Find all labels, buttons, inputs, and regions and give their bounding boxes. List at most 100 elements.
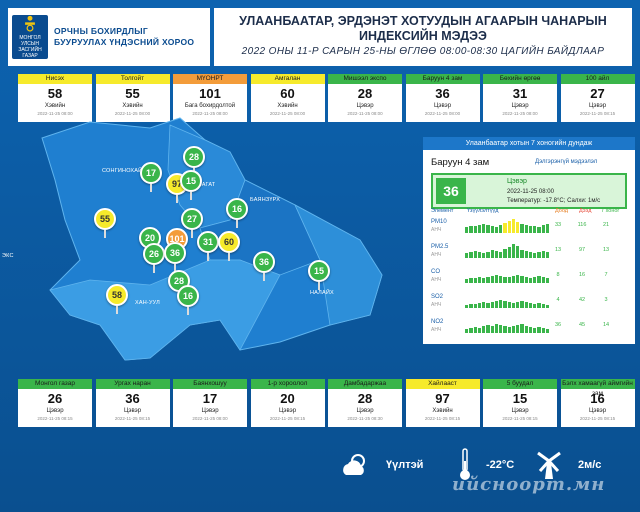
pin-aqi-value: 31 bbox=[197, 231, 219, 253]
district-label-bayanzurkh: БАЯНЗҮРХ bbox=[250, 197, 281, 203]
station-aqi-level: Цэвэр bbox=[588, 408, 607, 414]
station-aqi-level: Цэвэр bbox=[356, 408, 374, 414]
pin-aqi-value: 36 bbox=[164, 242, 186, 264]
map-station-pin[interactable]: 60 bbox=[218, 231, 240, 261]
pollutant-min: 4 bbox=[556, 297, 560, 303]
top-station-card[interactable]: Мишээл экспо 28 Цэвэр 2022-11-25 08:00 bbox=[328, 74, 402, 122]
station-aqi-value: 17 bbox=[202, 391, 218, 406]
map-station-pin[interactable]: 16 bbox=[226, 198, 248, 228]
pollutant-row: PM2.5 АНЧ 13 97 13 bbox=[431, 242, 627, 264]
map-station-pin[interactable]: 26 bbox=[143, 243, 165, 273]
pollutant-bar bbox=[486, 325, 490, 333]
map-station-pin[interactable]: 31 bbox=[197, 231, 219, 261]
thermometer-icon bbox=[460, 448, 470, 480]
map-station-pin[interactable]: 15 bbox=[180, 170, 202, 200]
pollutant-bar bbox=[533, 253, 537, 258]
pollutant-name: PM10 bbox=[431, 219, 447, 225]
map-station-pin[interactable]: 28 bbox=[183, 146, 205, 176]
map-station-pin[interactable]: 36 bbox=[253, 251, 275, 281]
bottom-station-card[interactable]: Баянхошуу 17 Цэвэр 2022-11-25 08:00 bbox=[173, 379, 247, 427]
pollutant-row: NO2 АНЧ 36 45 14 bbox=[431, 317, 627, 339]
pollutant-bar bbox=[516, 325, 520, 333]
map-station-pin[interactable]: 15 bbox=[308, 260, 330, 290]
pollutant-bar bbox=[511, 244, 515, 258]
pollutant-bar bbox=[541, 328, 545, 333]
bottom-station-card[interactable]: Бэлх хамаагүй аймгийн зам 16 Цэвэр 2022-11-… bbox=[560, 379, 635, 427]
station-name: Бэлх хамаагүй аймгийн зам bbox=[560, 379, 635, 397]
title-block: УЛААНБААТАР, ЭРДЭНЭТ ХОТУУДЫН АГААРЫН ЧА… bbox=[214, 8, 632, 66]
pin-aqi-value: 15 bbox=[180, 170, 202, 192]
pin-aqi-value: 36 bbox=[253, 251, 275, 273]
top-station-card[interactable]: Баруун 4 зам 36 Цэвэр 2022-11-25 08:00 bbox=[405, 74, 480, 122]
station-name: Хайлааст bbox=[405, 379, 480, 389]
station-name: Ургах наран bbox=[95, 379, 170, 389]
map-station-pin[interactable]: 36 bbox=[164, 242, 186, 272]
station-name: Амгалан bbox=[250, 74, 325, 84]
station-timestamp: 2022-11-25 08:00 bbox=[502, 111, 538, 116]
pollutant-avg: 13 bbox=[602, 247, 610, 253]
weather-condition: Үүлтэй bbox=[386, 459, 424, 471]
pollutant-bar bbox=[482, 278, 486, 283]
top-station-card[interactable]: Толгойт 55 Хэвийн 2022-11-25 08:00 bbox=[95, 74, 170, 122]
col-chart: Үзүүлэлтүүд bbox=[467, 208, 499, 214]
station-name: Бөхийн өргөө bbox=[483, 74, 557, 84]
pollutant-bar bbox=[524, 326, 528, 333]
wind-value: 2м/с bbox=[578, 459, 602, 471]
pollutant-bar bbox=[477, 225, 481, 233]
station-aqi-level: Цэвэр bbox=[433, 103, 452, 109]
pollutant-bar bbox=[545, 305, 549, 308]
top-station-card[interactable]: Нисэх 58 Хэвийн 2022-11-25 08:00 bbox=[18, 74, 92, 122]
pollutant-bar bbox=[486, 225, 490, 233]
top-station-card[interactable]: 100 айл 27 Цэвэр 2022-11-25 08:15 bbox=[560, 74, 635, 122]
bottom-station-card[interactable]: Хайлааст 97 Хэвийн 2022-11-25 08:15 bbox=[405, 379, 480, 427]
bottom-station-card[interactable]: Ургах наран 36 Цэвэр 2022-11-25 08:15 bbox=[95, 379, 170, 427]
map-station-pin[interactable]: 58 bbox=[106, 284, 128, 314]
pollutant-bar bbox=[537, 303, 541, 308]
station-timestamp: 2022-11-25 08:15 bbox=[579, 111, 616, 116]
pollutant-bar bbox=[486, 252, 490, 258]
pollutant-max: 16 bbox=[578, 272, 586, 278]
pollutant-bar bbox=[499, 300, 503, 308]
top-station-card[interactable]: Бөхийн өргөө 31 Цэвэр 2022-11-25 08:00 bbox=[483, 74, 557, 122]
pollutant-bar bbox=[473, 278, 477, 283]
pollutant-bar bbox=[528, 327, 532, 333]
map-station-pin[interactable]: 17 bbox=[140, 162, 162, 192]
top-station-card[interactable]: МҮОНРТ 101 Бага бохирдолтой 2022-11-25 08:0… bbox=[173, 74, 247, 122]
pollutant-bars bbox=[465, 269, 549, 283]
station-aqi-value: 97 bbox=[435, 391, 450, 406]
pollutant-bar bbox=[499, 252, 503, 258]
station-aqi-level: Цэвэр bbox=[511, 103, 529, 109]
pollutant-bar bbox=[545, 329, 549, 333]
top-station-card[interactable]: Амгалан 60 Хэвийн 2022-11-25 08:00 bbox=[250, 74, 325, 122]
pollutant-max: 97 bbox=[578, 247, 586, 253]
pollutant-bar bbox=[545, 224, 549, 233]
bottom-station-card[interactable]: 5 буудал 15 Цэвэр 2022-11-25 08:15 bbox=[483, 379, 557, 427]
bottom-station-card[interactable]: Монгол газар 26 Цэвэр 2022-11-25 08:15 bbox=[18, 379, 92, 427]
map-station-pin[interactable]: 16 bbox=[177, 285, 199, 315]
pollutant-bar bbox=[520, 301, 524, 308]
district-label-nalaikh: НАЛАЙХ bbox=[310, 290, 334, 296]
map-station-pin[interactable]: 27 bbox=[181, 208, 203, 238]
pollutant-bar bbox=[503, 277, 507, 283]
station-aqi-level: Цэвэр bbox=[201, 408, 219, 414]
station-aqi-level: Цэвэр bbox=[356, 103, 374, 109]
station-aqi-level: Хэвийн bbox=[277, 103, 298, 109]
station-name: Нисэх bbox=[18, 74, 92, 84]
station-aqi-level: Цэвэр bbox=[46, 408, 64, 414]
pollutant-bar bbox=[482, 302, 486, 308]
station-aqi-level: Цэвэр bbox=[511, 408, 529, 414]
map-station-pin[interactable]: 55 bbox=[94, 208, 116, 238]
bottom-station-card[interactable]: 1-р хороолол 20 Цэвэр 2022-11-25 08:15 bbox=[250, 379, 325, 427]
weather-strip: Үүлтэй -22°C 2м/с bbox=[340, 447, 636, 495]
details-link[interactable]: Дэлгэрэнгүй мэдээлэл bbox=[535, 159, 598, 165]
pollutant-sub: АНЧ bbox=[431, 277, 442, 283]
org-line1: МОНГОЛ УЛСЫН bbox=[19, 35, 41, 47]
pollutant-bar bbox=[545, 278, 549, 283]
station-aqi-value: 16 bbox=[590, 391, 605, 406]
pollutant-bar bbox=[465, 279, 469, 283]
panel-title: Улаанбаатар хотын 7 хоногийн дундаж bbox=[423, 137, 635, 150]
pollutant-max: 45 bbox=[578, 322, 586, 328]
station-aqi-value: 26 bbox=[47, 391, 63, 406]
district-label-songinokhairkhan: СОНГИНОХАЙРХАН bbox=[102, 168, 158, 174]
bottom-station-card[interactable]: Дамбадаржаа 28 Цэвэр 2022-11-25 08:30 bbox=[328, 379, 402, 427]
